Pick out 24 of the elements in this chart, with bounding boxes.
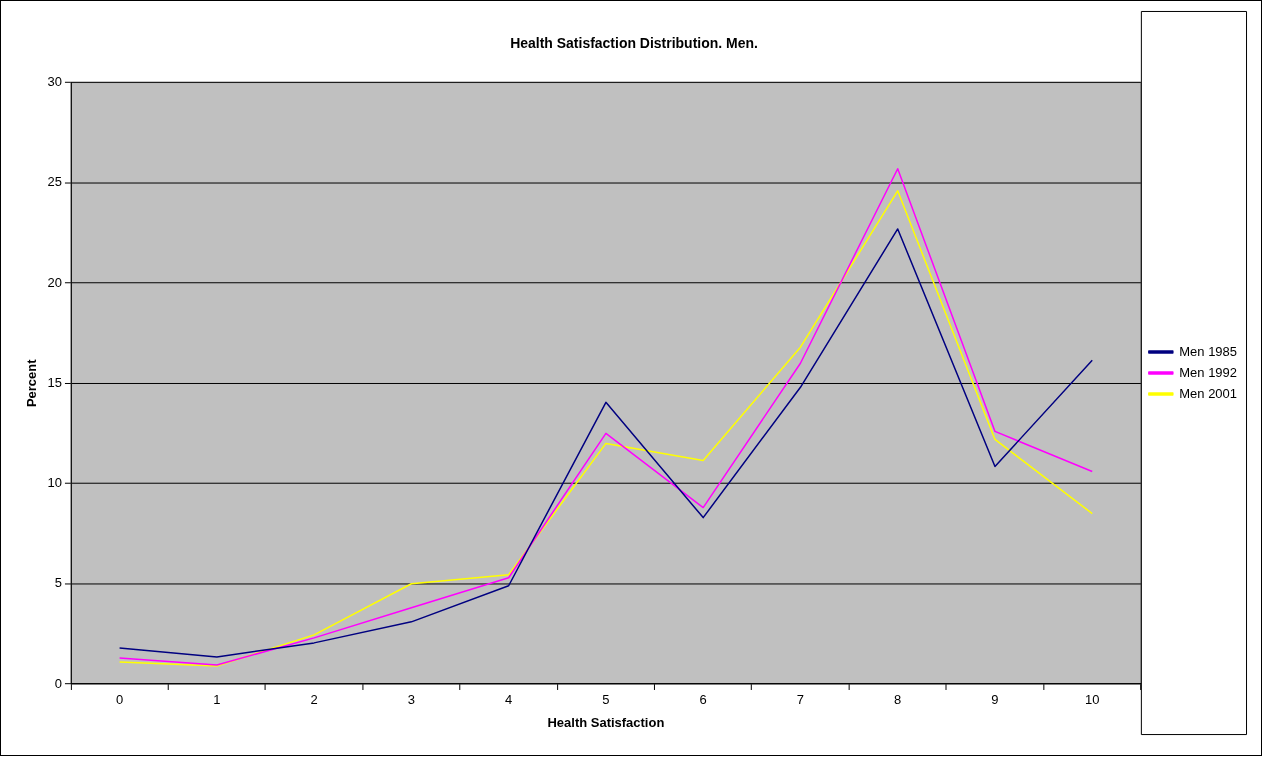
y-tick-label: 0	[54, 675, 62, 691]
x-tick-label: 4	[505, 692, 513, 708]
y-axis-title: Percent	[24, 358, 40, 408]
y-tick-label: 25	[47, 174, 62, 190]
y-tick-label: 20	[47, 274, 62, 290]
x-tick-label: 7	[796, 692, 805, 708]
x-tick-label: 5	[602, 692, 610, 708]
x-tick-label: 6	[699, 692, 707, 708]
x-tick-label: 9	[991, 692, 999, 708]
y-tick-label: 10	[47, 475, 62, 491]
y-tick-label: 30	[47, 74, 62, 90]
x-tick-label: 10	[1085, 692, 1100, 708]
y-tick-label: 15	[47, 374, 62, 390]
y-tick-label: 5	[54, 575, 62, 591]
legend-label: Men 1992	[1179, 364, 1238, 380]
x-tick-label: 0	[115, 692, 124, 708]
legend-label: Men 1985	[1179, 343, 1238, 359]
x-tick-label: 8	[894, 692, 902, 708]
x-tick-label: 1	[213, 692, 221, 708]
chart-title: Health Satisfaction Distribution. Men.	[510, 35, 758, 52]
x-tick-label: 2	[310, 692, 318, 708]
x-tick-label: 3	[407, 692, 415, 708]
x-axis-title: Health Satisfaction	[547, 714, 665, 730]
legend-label: Men 2001	[1179, 385, 1238, 401]
